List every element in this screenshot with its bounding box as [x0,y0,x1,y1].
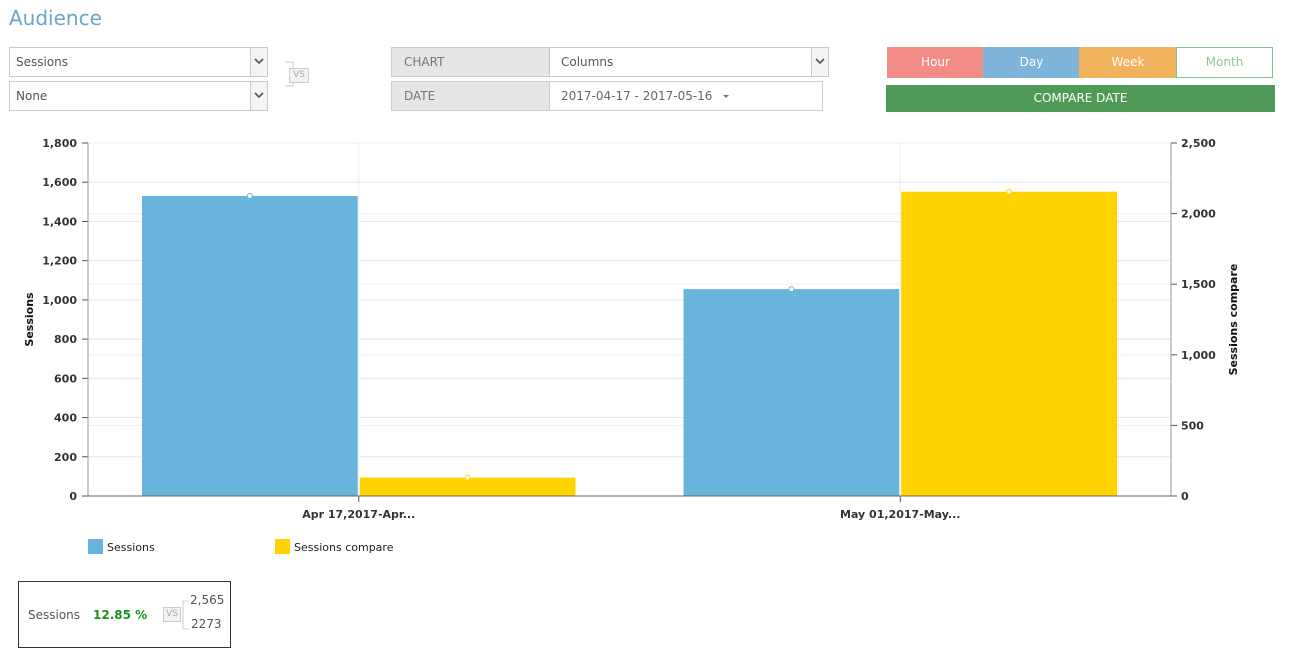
y-tick-label: 1,000 [42,294,77,307]
summary-connector [182,600,189,630]
y-tick-label: 200 [54,451,77,464]
x-tick-label: Apr 17,2017-Apr... [302,508,415,521]
y2-tick-label: 500 [1181,419,1204,432]
y-tick-label: 0 [69,490,77,503]
y2-tick-label: 2,500 [1181,137,1216,150]
chart-type-value: Columns [561,55,614,69]
date-range-picker[interactable]: 2017-04-17 - 2017-05-16 [549,81,823,111]
bar [142,195,358,496]
bar-marker [464,474,471,481]
legend-swatch [275,539,290,554]
bar [901,191,1117,496]
bar [683,289,900,496]
y-tick-label: 1,200 [42,255,77,268]
granularity-day-label: Day [1019,55,1044,69]
metric-select-value: Sessions [16,55,69,69]
compare-date-button[interactable]: COMPARE DATE [886,85,1275,112]
metric-select[interactable]: Sessions [9,47,268,77]
y2-tick-label: 0 [1181,490,1189,503]
granularity-day-button[interactable]: Day [983,47,1080,78]
y2-tick-label: 1,500 [1181,278,1216,291]
date-range-value: 2017-04-17 - 2017-05-16 [561,89,713,103]
chevron-down-icon [250,48,267,76]
caret-down-icon [723,95,730,98]
date-label: DATE [391,81,550,111]
y-tick-label: 800 [54,333,77,346]
granularity-month-label: Month [1205,55,1244,69]
bar-marker [246,192,253,199]
summary-current-value: 2,565 [190,593,225,607]
y-tick-label: 1,400 [42,215,77,228]
y-tick-label: 1,800 [42,137,77,150]
summary-change-percent: 12.85 % [93,608,148,622]
legend-swatch [88,539,103,554]
legend-label: Sessions compare [294,541,394,554]
summary-metric-label: Sessions [28,608,81,622]
granularity-hour-label: Hour [921,55,950,69]
y2-axis-title: Sessions compare [1227,264,1240,376]
compare-metric-select[interactable]: None [9,81,268,111]
summary-card: Sessions 12.85 % VS 2,565 2273 [18,581,231,648]
chart-type-select[interactable]: Columns [549,47,829,77]
y-tick-label: 600 [54,372,77,385]
chevron-down-icon [250,82,267,110]
bar-marker [1006,188,1013,195]
granularity-week-label: Week [1111,55,1145,69]
chart-type-label: CHART [391,47,550,77]
granularity-hour-button[interactable]: Hour [887,47,984,78]
vs-badge: VS [289,68,309,83]
y2-tick-label: 2,000 [1181,208,1216,221]
page-title: Audience [9,6,102,30]
y-tick-label: 1,600 [42,176,77,189]
granularity-month-button[interactable]: Month [1176,47,1273,78]
granularity-week-button[interactable]: Week [1079,47,1177,78]
chevron-down-icon [811,48,828,76]
legend-label: Sessions [107,541,155,554]
y-axis-title: Sessions [23,292,36,347]
chart-area: 0 200 400 600 800 1,000 1,200 1,400 1,600 1,800 0 5… [23,137,1240,554]
summary-previous-value: 2273 [191,617,222,631]
compare-metric-select-value: None [16,89,48,103]
y-tick-label: 400 [54,412,77,425]
summary-vs-badge: VS [163,607,181,622]
bar-marker [788,286,795,293]
bar [359,477,576,496]
x-tick-label: May 01,2017-May... [840,508,960,521]
y2-tick-label: 1,000 [1181,349,1216,362]
